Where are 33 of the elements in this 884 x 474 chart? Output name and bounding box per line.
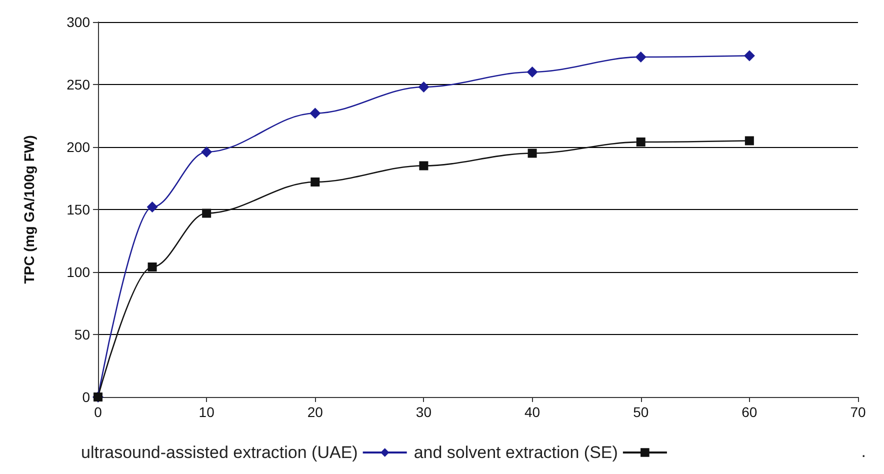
y-axis-title: TPC (mg GA/100g FW) bbox=[21, 135, 37, 284]
y-tick-label: 300 bbox=[66, 14, 90, 30]
x-tick-label: 20 bbox=[307, 404, 324, 420]
x-tick-label: 30 bbox=[416, 404, 432, 420]
legend-label: ultrasound-assisted extraction (UAE) bbox=[80, 443, 358, 462]
point bbox=[202, 208, 212, 218]
text: . bbox=[861, 442, 866, 461]
y-tick-label: 0 bbox=[82, 389, 90, 405]
point bbox=[419, 161, 428, 170]
y-tick-label: 100 bbox=[66, 264, 90, 280]
x-tick-label: 70 bbox=[850, 404, 866, 420]
legend-label: and solvent extraction (SE) bbox=[414, 443, 618, 462]
point bbox=[418, 82, 430, 92]
point bbox=[636, 138, 646, 146]
point bbox=[310, 178, 320, 186]
y-tick-label: 50 bbox=[74, 326, 90, 342]
point bbox=[146, 202, 158, 212]
x-tick-label: 50 bbox=[633, 404, 649, 420]
x-tick-label: 0 bbox=[94, 404, 102, 420]
x-tick-label: 40 bbox=[524, 404, 540, 420]
point bbox=[635, 52, 646, 62]
y-tick-label: 250 bbox=[66, 76, 90, 92]
point bbox=[310, 108, 321, 119]
x-tick-label: 60 bbox=[742, 404, 758, 420]
point bbox=[526, 66, 538, 78]
point bbox=[744, 136, 754, 146]
y-tick-label: 150 bbox=[66, 202, 90, 218]
x-tick-label: 10 bbox=[198, 404, 215, 420]
point bbox=[201, 146, 212, 158]
point bbox=[148, 262, 157, 272]
point bbox=[744, 50, 755, 62]
y-tick-label: 200 bbox=[66, 139, 90, 155]
point bbox=[528, 148, 537, 158]
